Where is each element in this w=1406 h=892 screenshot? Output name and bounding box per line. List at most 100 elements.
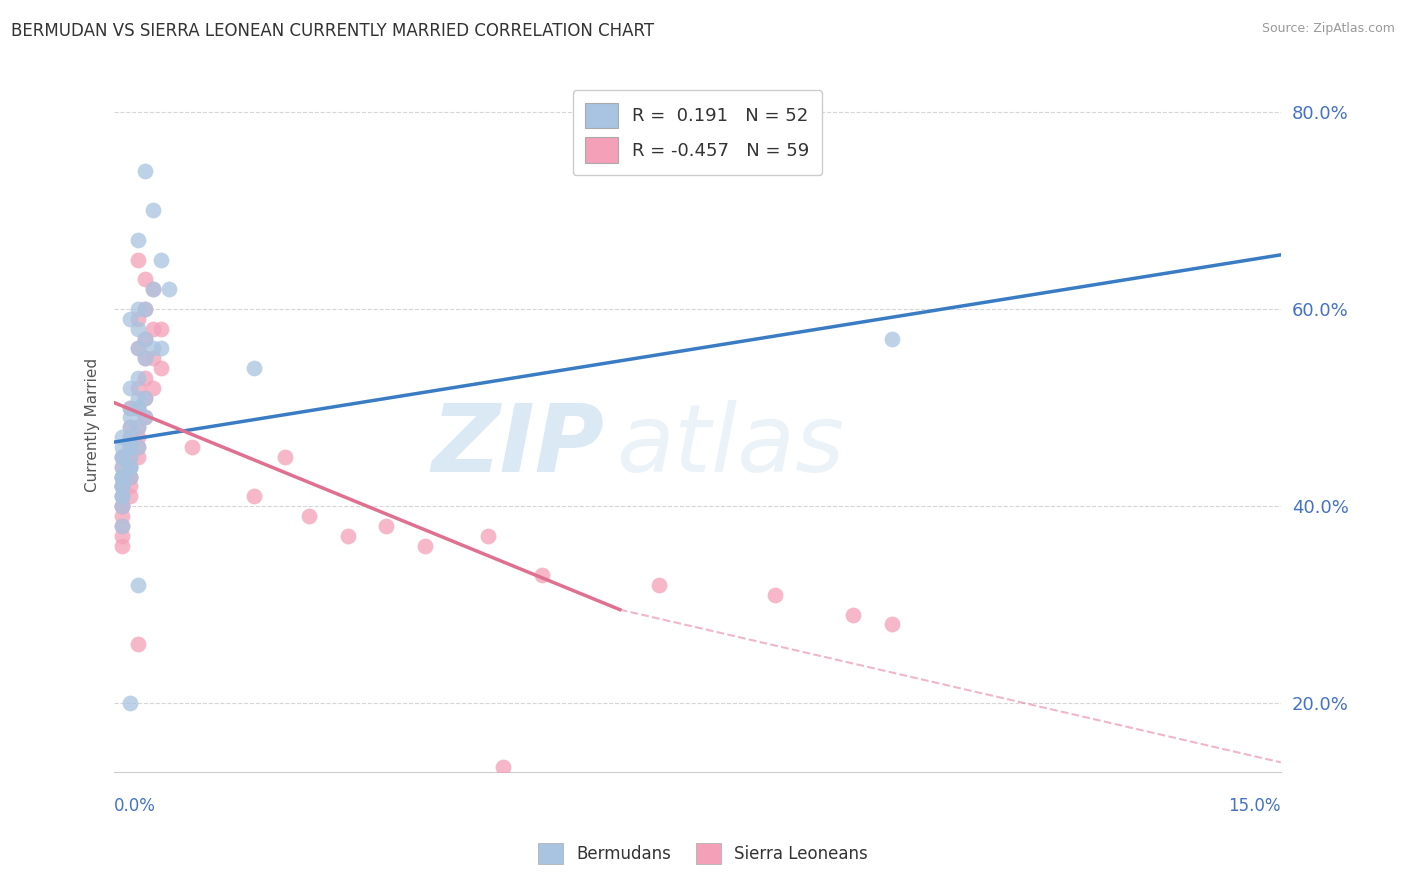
Point (134, 410, 156, 425)
Point (111, 450, 134, 464)
Point (134, 351, 156, 366)
Point (118, 696, 141, 710)
Point (111, 459, 134, 474)
Text: 0.0%: 0.0% (114, 797, 156, 814)
Point (118, 420, 141, 434)
Point (111, 479, 134, 493)
Point (243, 361, 266, 376)
Point (134, 351, 156, 366)
Point (142, 282, 165, 296)
Y-axis label: Currently Married: Currently Married (86, 358, 100, 491)
Point (336, 529, 359, 543)
Point (127, 391, 149, 405)
Point (111, 518, 134, 533)
Point (142, 203, 165, 218)
Point (118, 440, 141, 454)
Point (134, 332, 156, 346)
Point (127, 440, 149, 454)
Point (118, 430, 141, 444)
Point (127, 371, 149, 385)
Point (149, 252, 172, 267)
Legend: Bermudans, Sierra Leoneans: Bermudans, Sierra Leoneans (531, 837, 875, 871)
Point (142, 342, 165, 356)
Point (127, 252, 149, 267)
Point (111, 469, 134, 483)
Point (111, 499, 134, 513)
Point (127, 450, 149, 464)
Point (134, 332, 156, 346)
Point (111, 430, 134, 444)
Point (111, 489, 134, 503)
Point (111, 489, 134, 503)
Point (111, 489, 134, 503)
Legend: R =  0.191   N = 52, R = -0.457   N = 59: R = 0.191 N = 52, R = -0.457 N = 59 (572, 90, 823, 176)
Point (118, 440, 141, 454)
Point (118, 469, 141, 483)
Point (149, 322, 172, 336)
Point (149, 361, 172, 376)
Point (118, 381, 141, 395)
Point (127, 311, 149, 326)
Point (118, 450, 141, 464)
Point (477, 529, 499, 543)
Point (118, 401, 141, 415)
Point (111, 459, 134, 474)
Point (134, 301, 156, 316)
Point (127, 578, 149, 592)
Point (134, 391, 156, 405)
Point (134, 301, 156, 316)
Point (111, 508, 134, 523)
Point (118, 469, 141, 483)
Point (157, 282, 180, 296)
Point (127, 401, 149, 415)
Point (134, 410, 156, 425)
Point (111, 518, 134, 533)
Point (118, 469, 141, 483)
Point (118, 410, 141, 425)
Point (647, 578, 669, 592)
Point (134, 391, 156, 405)
Point (274, 450, 297, 464)
Point (111, 479, 134, 493)
Point (530, 568, 553, 582)
Point (111, 469, 134, 483)
Point (111, 469, 134, 483)
Point (413, 539, 436, 553)
Point (142, 351, 165, 366)
Point (142, 381, 165, 395)
Text: Source: ZipAtlas.com: Source: ZipAtlas.com (1261, 22, 1395, 36)
Point (134, 164, 156, 178)
Point (118, 459, 141, 474)
Point (118, 479, 141, 493)
Point (111, 479, 134, 493)
Point (127, 420, 149, 434)
Point (111, 440, 134, 454)
Point (375, 518, 398, 533)
Text: BERMUDAN VS SIERRA LEONEAN CURRENTLY MARRIED CORRELATION CHART: BERMUDAN VS SIERRA LEONEAN CURRENTLY MAR… (11, 22, 654, 40)
Point (127, 381, 149, 395)
Text: atlas: atlas (616, 401, 844, 491)
Point (127, 430, 149, 444)
Point (118, 450, 141, 464)
Point (111, 450, 134, 464)
Point (127, 420, 149, 434)
Point (880, 332, 903, 346)
Text: 15.0%: 15.0% (1229, 797, 1281, 814)
Point (111, 539, 134, 553)
Point (111, 529, 134, 543)
Point (118, 430, 141, 444)
Point (127, 401, 149, 415)
Point (842, 607, 865, 622)
Point (118, 401, 141, 415)
Point (127, 637, 149, 651)
Point (118, 459, 141, 474)
Point (127, 322, 149, 336)
Point (243, 489, 266, 503)
Point (111, 450, 134, 464)
Point (142, 282, 165, 296)
Point (880, 617, 903, 632)
Point (492, 760, 515, 774)
Text: ZIP: ZIP (432, 400, 605, 491)
Point (127, 233, 149, 247)
Point (298, 508, 321, 523)
